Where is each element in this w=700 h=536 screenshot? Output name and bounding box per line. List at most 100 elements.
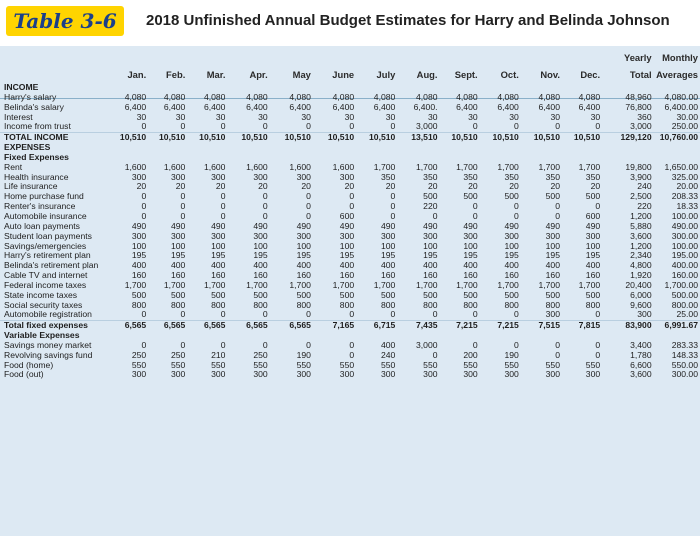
- month-value-cell: 500: [423, 192, 438, 202]
- month-value-cell: 195: [380, 251, 396, 261]
- month-value-cell: 1,700: [578, 280, 601, 290]
- monthly-average-cell: 25.00: [676, 310, 698, 320]
- month-value-cell: 4,080: [203, 92, 226, 102]
- month-value-cell: 0: [141, 192, 147, 202]
- monthly-average-cell: 300.00: [671, 370, 698, 380]
- month-value-cell: 0: [390, 202, 396, 212]
- month-value-cell: 7,515: [520, 320, 562, 332]
- month-header: Dec.: [580, 69, 601, 80]
- month-value-cell: 195: [423, 251, 438, 261]
- yearly-total-cell: 2,500: [630, 192, 652, 202]
- month-value-cell: 6,715: [356, 320, 398, 332]
- table-row: Harry's salary 4,080 4,080 4,080 4,080 4,080 4…: [0, 93, 700, 103]
- month-value-cell: 800: [463, 300, 478, 310]
- month-value-cell: 20: [509, 182, 519, 192]
- month-value-cell: 100: [423, 241, 438, 251]
- month-value-cell: [562, 83, 602, 93]
- yearly-total-cell: 9,600: [630, 300, 652, 310]
- row-label: Savings money market: [4, 340, 92, 350]
- yearly-total-cell: 220: [637, 202, 652, 212]
- month-value-cell: 1,600: [246, 162, 268, 172]
- month-value-cell: 0: [220, 340, 226, 350]
- month-value-cell: 13,510: [397, 132, 440, 144]
- row-label: INCOME: [4, 83, 39, 92]
- month-value-cell: 1,600: [289, 162, 311, 172]
- row-label: Cable TV and internet: [4, 271, 88, 281]
- month-value-cell: 0: [262, 192, 268, 202]
- row-label: Total fixed expenses: [0, 320, 108, 332]
- yearly-total-cell: 3,600: [630, 370, 652, 380]
- row-label: Interest: [4, 112, 33, 122]
- yearly-total-cell: 4,800: [630, 261, 652, 271]
- yearly-total-cell: 83,900: [602, 320, 654, 332]
- month-value-cell: 350: [545, 172, 560, 182]
- month-value-cell: 0: [141, 340, 147, 350]
- table-row: Health insurance 300 300 300 300 300 300 350 350…: [0, 173, 700, 183]
- monthly-average-cell: 283.33: [671, 340, 698, 350]
- month-value-cell: 1,700: [456, 162, 478, 172]
- month-value-cell: 300: [504, 370, 519, 380]
- table-row: Savings money market 0 0 0 0 0 0 400 3,000 0 0 0 0 3,…: [0, 341, 700, 351]
- month-value-cell: 6,565: [107, 320, 149, 332]
- month-value-cell: 195: [545, 251, 560, 261]
- month-value-cell: 400: [504, 261, 519, 271]
- month-value-cell: [227, 331, 269, 341]
- month-value-cell: 350: [380, 172, 396, 182]
- month-value-cell: 1,600: [332, 162, 355, 172]
- month-value-cell: 0: [472, 202, 478, 212]
- month-value-cell: [227, 143, 269, 153]
- month-value-cell: [521, 83, 562, 93]
- month-value-cell: [270, 331, 313, 341]
- monthly-average-cell: 208.33: [671, 192, 698, 202]
- month-value-cell: 100: [131, 241, 147, 251]
- month-value-cell: 0: [180, 122, 186, 132]
- month-value-cell: 550: [585, 360, 601, 370]
- row-label: State income taxes: [4, 290, 78, 300]
- month-value-cell: 0: [390, 122, 396, 132]
- month-value-cell: 160: [131, 271, 147, 281]
- month-value-cell: [440, 83, 480, 93]
- month-value-cell: 0: [306, 340, 311, 350]
- month-value-cell: [148, 153, 187, 163]
- month-value-cell: 10,510: [439, 132, 480, 144]
- table-row: Federal income taxes 1,700 1,700 1,700 1,700…: [0, 281, 700, 291]
- table-row: Food (home) 550 550 550 550 550 550 550 550 550 55…: [0, 361, 700, 371]
- month-value-cell: [148, 331, 187, 341]
- row-label: Income from trust: [4, 122, 71, 132]
- month-value-cell: 0: [349, 310, 355, 320]
- month-header: Apr.: [249, 69, 268, 80]
- month-value-cell: 0: [472, 211, 478, 221]
- row-label: Renter's insurance: [4, 202, 76, 212]
- table-row: Revolving savings fund 250 250 210 250 190 0 24…: [0, 351, 700, 361]
- month-value-cell: 0: [220, 122, 226, 132]
- month-value-cell: 0: [180, 310, 186, 320]
- month-value-cell: [440, 153, 480, 163]
- month-value-cell: 490: [296, 221, 311, 231]
- month-value-cell: 0: [306, 202, 311, 212]
- month-value-cell: 500: [380, 290, 396, 300]
- month-value-cell: [562, 153, 602, 163]
- month-value-cell: 0: [262, 310, 268, 320]
- month-value-cell: 6,565: [148, 320, 188, 332]
- table-row: Home purchase fund 0 0 0 0 0 0 0 500 500 500 500 500…: [0, 192, 700, 202]
- month-value-cell: [107, 143, 148, 153]
- month-value-cell: 500: [504, 192, 519, 202]
- month-value-cell: 100: [380, 241, 396, 251]
- month-value-cell: 100: [339, 241, 355, 251]
- yearly-total-cell: 1,200: [630, 241, 652, 251]
- month-value-cell: 0: [514, 310, 519, 320]
- month-value-cell: 100: [463, 241, 478, 251]
- month-value-cell: 10,510: [148, 132, 188, 144]
- month-value-cell: 20: [175, 182, 186, 192]
- month-value-cell: 160: [423, 271, 438, 281]
- month-value-cell: 0: [349, 350, 355, 360]
- table-row: Student loan payments 300 300 300 300 300 300 3…: [0, 232, 700, 242]
- table-row: Harry's retirement plan 195 195 195 195 195 19…: [0, 251, 700, 261]
- month-value-cell: 10,510: [562, 132, 603, 144]
- month-value-cell: 550: [545, 360, 560, 370]
- month-value-cell: 300: [211, 231, 226, 241]
- month-value-cell: 3,000: [416, 122, 438, 132]
- month-value-cell: [148, 143, 187, 153]
- month-value-cell: 20: [590, 182, 601, 192]
- month-value-cell: 550: [211, 360, 226, 370]
